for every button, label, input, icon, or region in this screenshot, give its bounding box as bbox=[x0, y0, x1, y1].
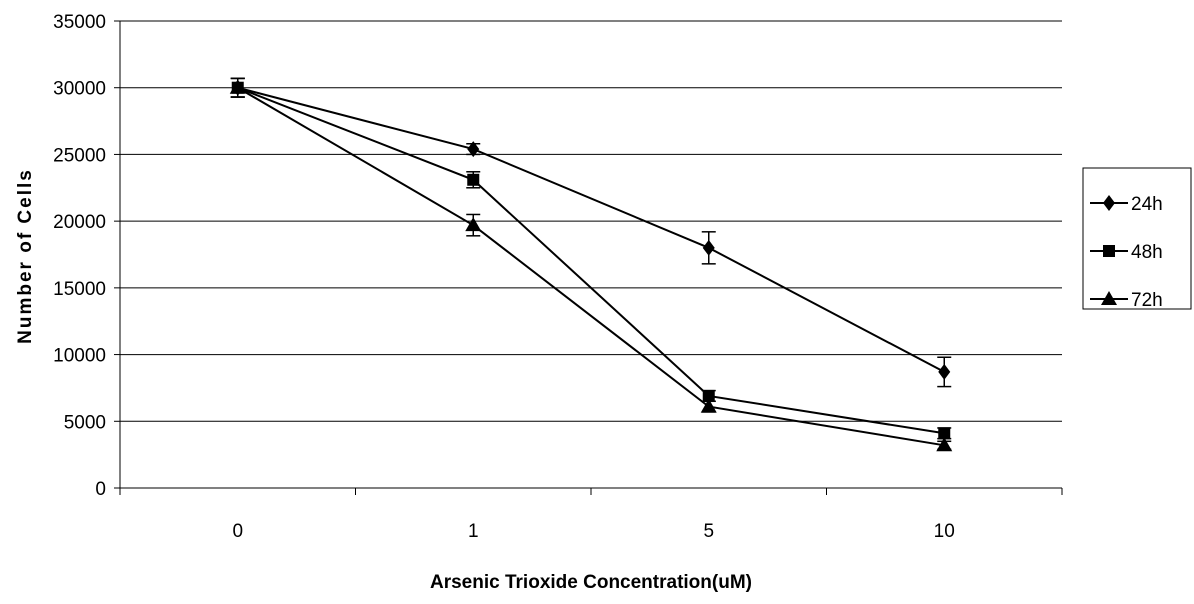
data-point-square bbox=[702, 389, 715, 402]
x-tick-label: 5 bbox=[703, 521, 714, 542]
y-tick-label: 5000 bbox=[64, 412, 106, 433]
x-tick-label: 1 bbox=[468, 521, 479, 542]
data-point-triangle bbox=[936, 437, 953, 452]
y-tick-labels: 0 5000 10000 15000 20000 25000 30000 35000 bbox=[53, 12, 120, 500]
series-line bbox=[237, 86, 945, 447]
legend-label: 48h bbox=[1131, 242, 1163, 263]
x-tick-label: 0 bbox=[232, 521, 243, 542]
x-axis-title: Arsenic Trioxide Concentration(uM) bbox=[430, 572, 752, 593]
y-tick-label: 10000 bbox=[53, 346, 106, 367]
data-point-diamond bbox=[467, 141, 480, 158]
y-tick-label: 35000 bbox=[53, 12, 106, 33]
axes bbox=[119, 21, 1062, 489]
legend-marker-diamond bbox=[1103, 195, 1115, 211]
series-48h bbox=[230, 77, 952, 440]
data-point-triangle bbox=[229, 79, 246, 94]
gridlines bbox=[120, 20, 1062, 422]
series-line bbox=[237, 86, 945, 435]
data-point-diamond bbox=[702, 239, 715, 256]
data-point-square bbox=[938, 427, 951, 440]
y-tick-label: 25000 bbox=[53, 145, 106, 166]
y-tick-label: 15000 bbox=[53, 279, 106, 300]
legend-marker-triangle bbox=[1101, 291, 1117, 305]
y-tick-label: 20000 bbox=[53, 212, 106, 233]
data-point-triangle bbox=[465, 217, 482, 232]
legend: 24h 48h 72h bbox=[1082, 167, 1192, 311]
data-point-diamond bbox=[938, 363, 951, 380]
series-72h bbox=[229, 77, 953, 452]
y-tick-label: 30000 bbox=[53, 79, 106, 100]
x-tick-label: 10 bbox=[934, 521, 955, 542]
series-line bbox=[237, 86, 945, 373]
y-tick-label: 0 bbox=[95, 479, 106, 500]
x-tick-labels: 0 1 5 10 bbox=[119, 488, 1063, 542]
data-point-triangle bbox=[700, 398, 717, 413]
y-axis-title: Number of Cells bbox=[15, 168, 36, 344]
series-24h bbox=[230, 77, 952, 388]
legend-box bbox=[1082, 167, 1192, 310]
legend-marker-square bbox=[1103, 245, 1115, 257]
series-group bbox=[229, 77, 953, 452]
legend-label: 24h bbox=[1131, 194, 1163, 215]
legend-label: 72h bbox=[1131, 290, 1163, 311]
data-point-square bbox=[467, 173, 480, 186]
